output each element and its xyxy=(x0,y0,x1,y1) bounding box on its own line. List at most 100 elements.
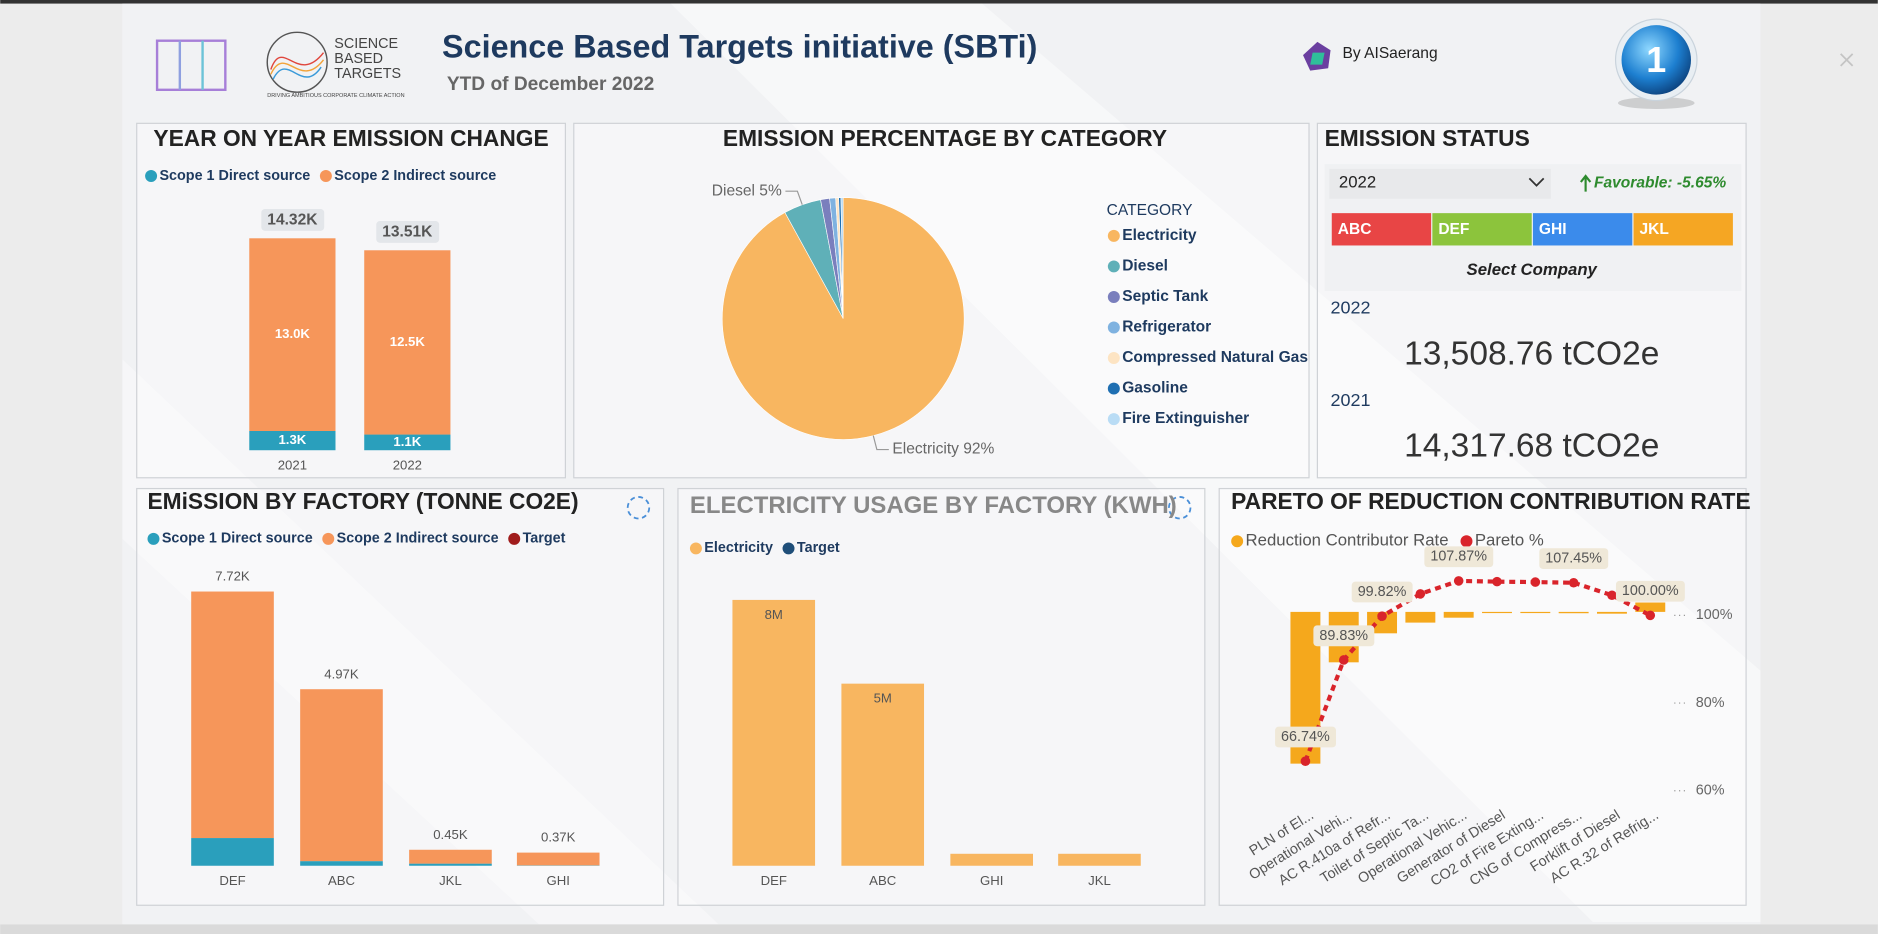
pareto-point xyxy=(1415,589,1426,599)
chart-title: PARETO OF REDUCTION CONTRIBUTION RATE xyxy=(1231,488,1750,514)
dropdown-value[interactable]: 2022 xyxy=(1339,173,1376,192)
bar-segment xyxy=(732,599,816,866)
chart-title: YEAR ON YEAR EMISSION CHANGE xyxy=(153,125,548,151)
legend-label: Electricity xyxy=(1122,227,1197,244)
data-label: 99.82% xyxy=(1358,584,1407,600)
status-arrow xyxy=(1579,174,1592,192)
total-label: 13.51K xyxy=(382,223,433,240)
x-tick-label: ABC xyxy=(869,873,896,888)
legend-marker xyxy=(689,542,702,555)
legend-marker xyxy=(782,542,795,555)
pareto-point xyxy=(1377,611,1387,621)
company-button[interactable] xyxy=(1532,213,1633,246)
legend-label: Scope 2 Indirect source xyxy=(337,531,499,547)
data-label: 12.5K xyxy=(390,334,426,349)
label-pill xyxy=(1539,548,1609,569)
bar-segment xyxy=(950,853,1033,866)
badge-number: 1 xyxy=(1646,39,1666,80)
bar-segment xyxy=(300,689,383,862)
bottom-strip xyxy=(0,924,1878,934)
total-label: 0.37K xyxy=(541,830,576,845)
legend-label: Pareto % xyxy=(1475,531,1544,550)
y2-tick-label: 80% xyxy=(1696,695,1725,711)
company-label[interactable]: ABC xyxy=(1338,221,1372,238)
pareto-point xyxy=(1338,655,1349,665)
legend-label: Scope 1 Direct source xyxy=(162,531,313,547)
brand-logo xyxy=(155,39,227,92)
data-label: 107.45% xyxy=(1545,551,1602,567)
bar xyxy=(1596,611,1627,614)
legend-label: Gasoline xyxy=(1122,380,1188,397)
legend-label: Reduction Contributor Rate xyxy=(1246,531,1449,550)
logo-text: TARGETS xyxy=(334,66,401,82)
bar-segment xyxy=(364,250,451,435)
chart-title: EMiSSION BY FACTORY (TONNE CO2E) xyxy=(147,488,578,514)
company-button[interactable] xyxy=(1331,213,1432,246)
company-label[interactable]: DEF xyxy=(1438,221,1469,238)
legend-marker xyxy=(147,532,160,545)
company-button[interactable] xyxy=(1633,213,1733,246)
x-tick-label: JKL xyxy=(439,873,462,888)
canvas xyxy=(122,3,1761,925)
status-year: 2022 xyxy=(1331,298,1371,318)
status-year: 2021 xyxy=(1331,390,1371,410)
pie-slice xyxy=(840,197,844,319)
total-label: 7.72K xyxy=(215,569,250,584)
x-tick-label: JKL xyxy=(1088,873,1111,888)
legend-label: Scope 2 Indirect source xyxy=(334,168,496,184)
leader-line xyxy=(785,190,803,205)
panel-title: EMISSION STATUS xyxy=(1325,125,1530,151)
legend-label: Compressed Natural Gas xyxy=(1122,349,1308,366)
legend-marker xyxy=(1107,413,1120,426)
bar-segment xyxy=(364,434,451,451)
dropdown-chevron[interactable] xyxy=(1528,177,1545,187)
chart-title: ELECTRICITY USAGE BY FACTORY (KWH) xyxy=(690,492,1177,519)
company-label[interactable]: JKL xyxy=(1640,221,1670,238)
leader-line xyxy=(872,435,889,451)
bar xyxy=(1558,611,1589,614)
legend-label: Target xyxy=(797,540,840,556)
logo-tagline: DRIVING AMBITIOUS CORPORATE CLIMATE ACTI… xyxy=(267,93,404,99)
x-tick-label: ABC xyxy=(328,873,355,888)
data-label: 1.1K xyxy=(393,434,421,449)
year-dropdown[interactable] xyxy=(1329,168,1551,199)
legend-label: Diesel xyxy=(1122,258,1168,275)
label-pill xyxy=(1275,726,1336,748)
pareto-point xyxy=(1530,577,1541,587)
bar xyxy=(1405,611,1436,623)
data-label: 5M xyxy=(874,691,892,706)
legend-label: Scope 1 Direct source xyxy=(159,168,310,184)
legend-marker xyxy=(322,532,335,545)
pareto-point xyxy=(1453,576,1464,586)
y2-tick-label: 100% xyxy=(1696,607,1733,623)
bar-segment xyxy=(191,591,274,839)
sbt-logo xyxy=(266,31,328,93)
label-pill xyxy=(376,221,440,243)
total-label: 14.32K xyxy=(267,211,318,228)
legend-label: Electricity xyxy=(704,540,773,556)
data-label: 13.0K xyxy=(275,326,311,341)
pareto-point xyxy=(1607,590,1617,601)
author: By AISaerang xyxy=(1343,45,1438,62)
bar xyxy=(1367,611,1398,634)
logo-text: BASED xyxy=(334,51,383,67)
legend-marker xyxy=(1231,535,1244,548)
legend-label: Septic Tank xyxy=(1122,288,1208,305)
bar-segment xyxy=(300,861,383,866)
x-tick-label: DEF xyxy=(219,873,245,888)
label-pill xyxy=(1351,581,1413,603)
bar-segment xyxy=(841,683,925,866)
company-label[interactable]: GHI xyxy=(1539,221,1567,238)
subtitle: YTD of December 2022 xyxy=(447,74,654,95)
total-label: 4.97K xyxy=(324,666,359,681)
close-icon[interactable] xyxy=(1840,53,1854,67)
bar-segment xyxy=(516,852,600,866)
company-button[interactable] xyxy=(1432,213,1532,246)
label-pill xyxy=(261,209,325,231)
legend-marker xyxy=(508,532,521,545)
bar-segment xyxy=(409,849,492,864)
bar xyxy=(1520,611,1551,614)
company-prompt: Select Company xyxy=(1467,260,1599,279)
bar-segment xyxy=(191,838,274,866)
